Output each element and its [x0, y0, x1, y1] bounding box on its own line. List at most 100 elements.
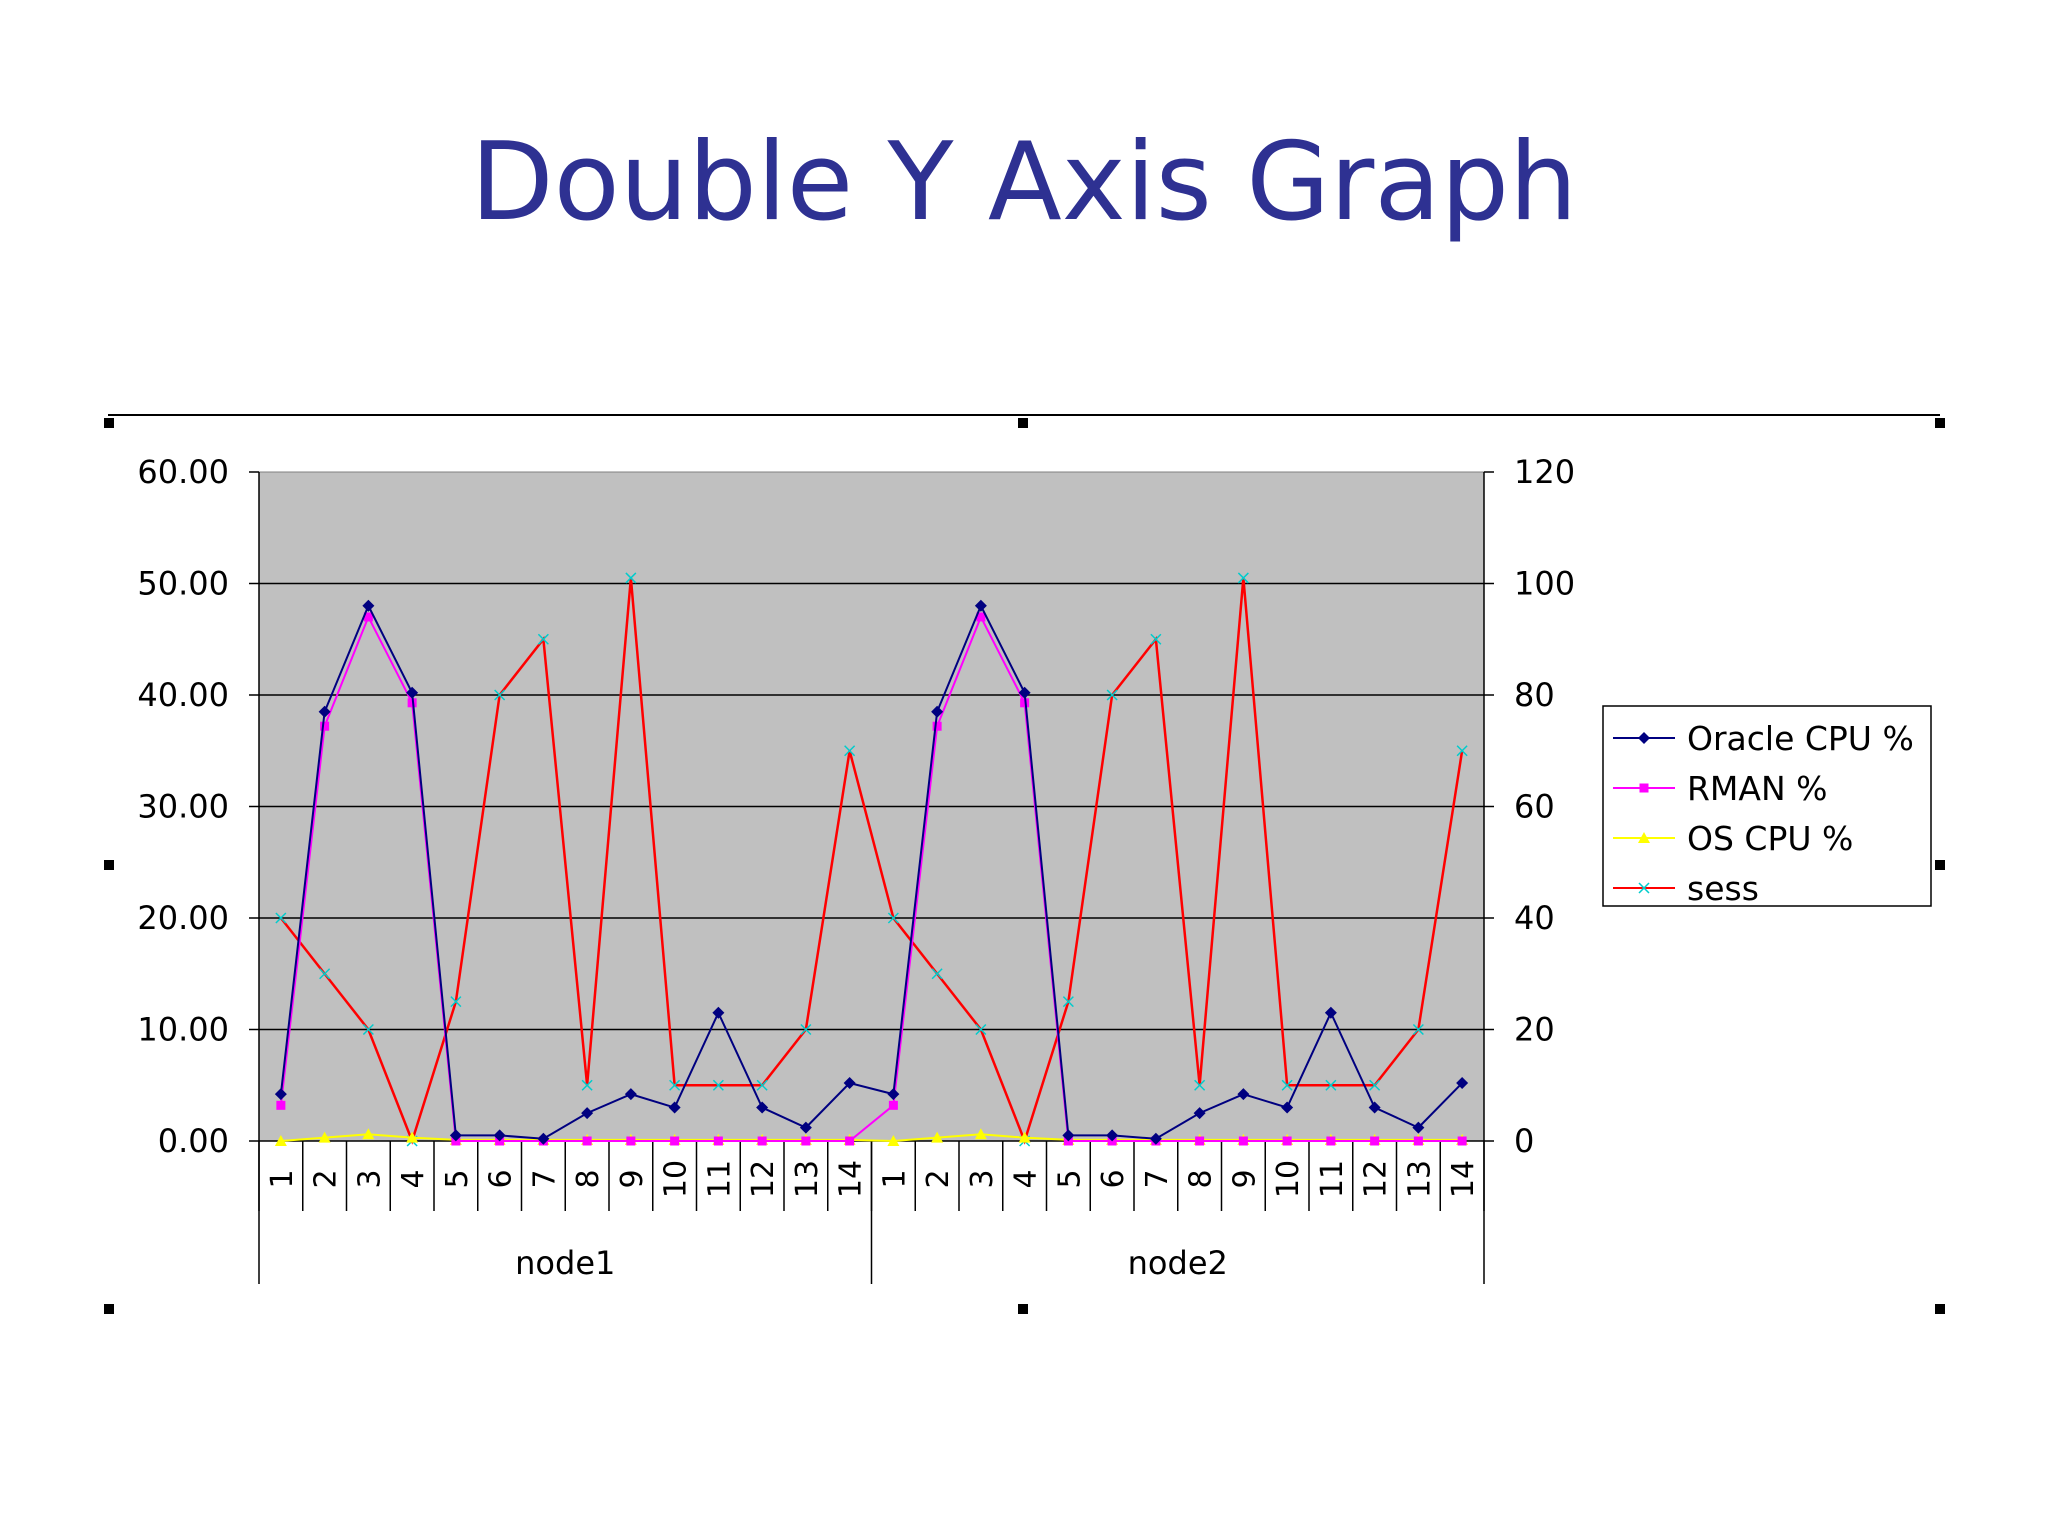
- data-point: [1062, 996, 1074, 1008]
- data-point: [712, 1079, 724, 1091]
- data-point: [1326, 1136, 1336, 1146]
- data-point: [670, 1136, 680, 1146]
- x-tick-label: 7: [1140, 1169, 1175, 1188]
- series-rman: [276, 612, 1467, 1146]
- selection-handle[interactable]: [1935, 1304, 1945, 1314]
- data-point: [274, 1135, 287, 1146]
- data-point: [1638, 732, 1650, 744]
- group-label: node2: [1128, 1244, 1228, 1282]
- legend-label: OS CPU %: [1687, 819, 1853, 858]
- x-tick-label: 1: [265, 1169, 300, 1188]
- legend-item: RMAN %: [1613, 769, 1828, 808]
- data-point: [668, 1101, 681, 1114]
- data-point: [1324, 1006, 1337, 1019]
- x-tick-label: 13: [790, 1160, 825, 1198]
- selection-handle[interactable]: [1018, 418, 1028, 428]
- data-point: [625, 572, 637, 584]
- data-point: [1639, 783, 1649, 793]
- x-tick-label: 9: [1227, 1169, 1262, 1188]
- legend-item: OS CPU %: [1613, 819, 1853, 858]
- data-point: [275, 912, 287, 924]
- data-point: [406, 686, 419, 699]
- y2-tick-label: 120: [1514, 453, 1575, 491]
- y2-tick-label: 60: [1514, 788, 1555, 826]
- data-point: [626, 1136, 636, 1146]
- data-point: [887, 1088, 900, 1101]
- data-point: [1370, 1136, 1380, 1146]
- data-point: [537, 1132, 550, 1145]
- data-point: [1194, 1079, 1206, 1091]
- x-tick-label: 6: [484, 1169, 519, 1188]
- data-point: [1237, 1088, 1250, 1101]
- slide-title: Double Y Axis Graph: [470, 120, 1578, 245]
- data-point: [1150, 633, 1162, 645]
- data-point: [1018, 686, 1031, 699]
- data-point: [932, 721, 942, 731]
- selection-handle[interactable]: [1018, 1304, 1028, 1314]
- data-point: [1456, 1077, 1469, 1090]
- x-tick-label: 10: [1271, 1160, 1306, 1198]
- data-point: [1281, 1079, 1293, 1091]
- x-tick-label: 1: [877, 1169, 912, 1188]
- legend-label: RMAN %: [1687, 769, 1828, 808]
- data-point: [931, 705, 944, 718]
- x-tick-label: 12: [1359, 1160, 1394, 1198]
- y2-tick-label: 100: [1514, 565, 1575, 603]
- selection-handle[interactable]: [104, 418, 114, 428]
- data-point: [318, 1131, 331, 1143]
- data-point: [362, 599, 375, 612]
- data-point: [1193, 1107, 1206, 1120]
- data-point: [1412, 1121, 1425, 1134]
- data-point: [450, 996, 462, 1008]
- series-lines: [274, 572, 1469, 1147]
- x-tick-label: 8: [1184, 1169, 1219, 1188]
- data-point: [844, 745, 856, 757]
- y2-tick-label: 20: [1514, 1011, 1555, 1049]
- y2-tick-label: 0: [1514, 1122, 1534, 1160]
- data-point: [974, 1128, 987, 1140]
- data-point: [1412, 1023, 1424, 1036]
- y-tick-label: 30.00: [137, 788, 229, 826]
- data-point: [276, 1100, 286, 1110]
- data-point: [1018, 1131, 1031, 1143]
- selection-handle[interactable]: [1935, 418, 1945, 428]
- data-point: [931, 968, 943, 980]
- data-point: [975, 1023, 987, 1036]
- data-point: [362, 1128, 375, 1140]
- selection-handle[interactable]: [1935, 860, 1945, 870]
- data-point: [581, 1079, 593, 1091]
- series-line: [280, 1133, 1463, 1143]
- x-tick-label: 3: [965, 1169, 1000, 1188]
- data-point: [1282, 1136, 1292, 1146]
- selection-handle[interactable]: [104, 860, 114, 870]
- data-point: [1325, 1079, 1337, 1091]
- data-point: [493, 1129, 506, 1142]
- data-point: [756, 1101, 769, 1114]
- data-point: [1638, 882, 1650, 894]
- x-tick-label: 5: [440, 1169, 475, 1188]
- y-tick-label: 50.00: [137, 565, 229, 603]
- x-tick-label: 10: [659, 1160, 694, 1198]
- data-point: [581, 1107, 594, 1120]
- x-tick-label: 12: [746, 1160, 781, 1198]
- legend-label: sess: [1687, 869, 1759, 908]
- x-tick-label: 9: [615, 1169, 650, 1188]
- data-point: [800, 1023, 812, 1036]
- data-point: [1369, 1079, 1381, 1091]
- data-point: [1237, 572, 1249, 584]
- x-tick-label: 3: [352, 1169, 387, 1188]
- data-point: [845, 1136, 855, 1146]
- data-point: [974, 599, 987, 612]
- data-point: [494, 689, 506, 701]
- gridlines: [259, 582, 1484, 1031]
- data-point: [799, 1121, 812, 1134]
- y-tick-label: 40.00: [137, 676, 229, 714]
- data-point: [1106, 1129, 1119, 1142]
- x-tick-label: 2: [921, 1169, 956, 1188]
- legend-item: sess: [1613, 869, 1759, 908]
- data-point: [1149, 1132, 1162, 1145]
- selection-handle[interactable]: [104, 1304, 114, 1314]
- data-point: [843, 1077, 856, 1090]
- x-tick-label: 14: [1446, 1160, 1481, 1198]
- data-point: [1457, 1136, 1467, 1146]
